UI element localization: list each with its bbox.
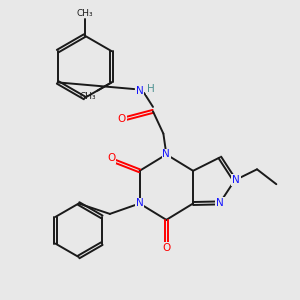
Text: O: O — [107, 153, 116, 163]
Text: N: N — [216, 198, 224, 208]
Text: O: O — [162, 243, 170, 253]
Text: N: N — [136, 199, 143, 208]
Text: N: N — [163, 149, 170, 160]
Text: O: O — [118, 114, 126, 124]
Text: CH₃: CH₃ — [76, 9, 93, 18]
Text: N: N — [136, 85, 143, 96]
Text: N: N — [232, 175, 240, 185]
Text: H: H — [147, 84, 155, 94]
Text: CH₃: CH₃ — [79, 92, 96, 101]
